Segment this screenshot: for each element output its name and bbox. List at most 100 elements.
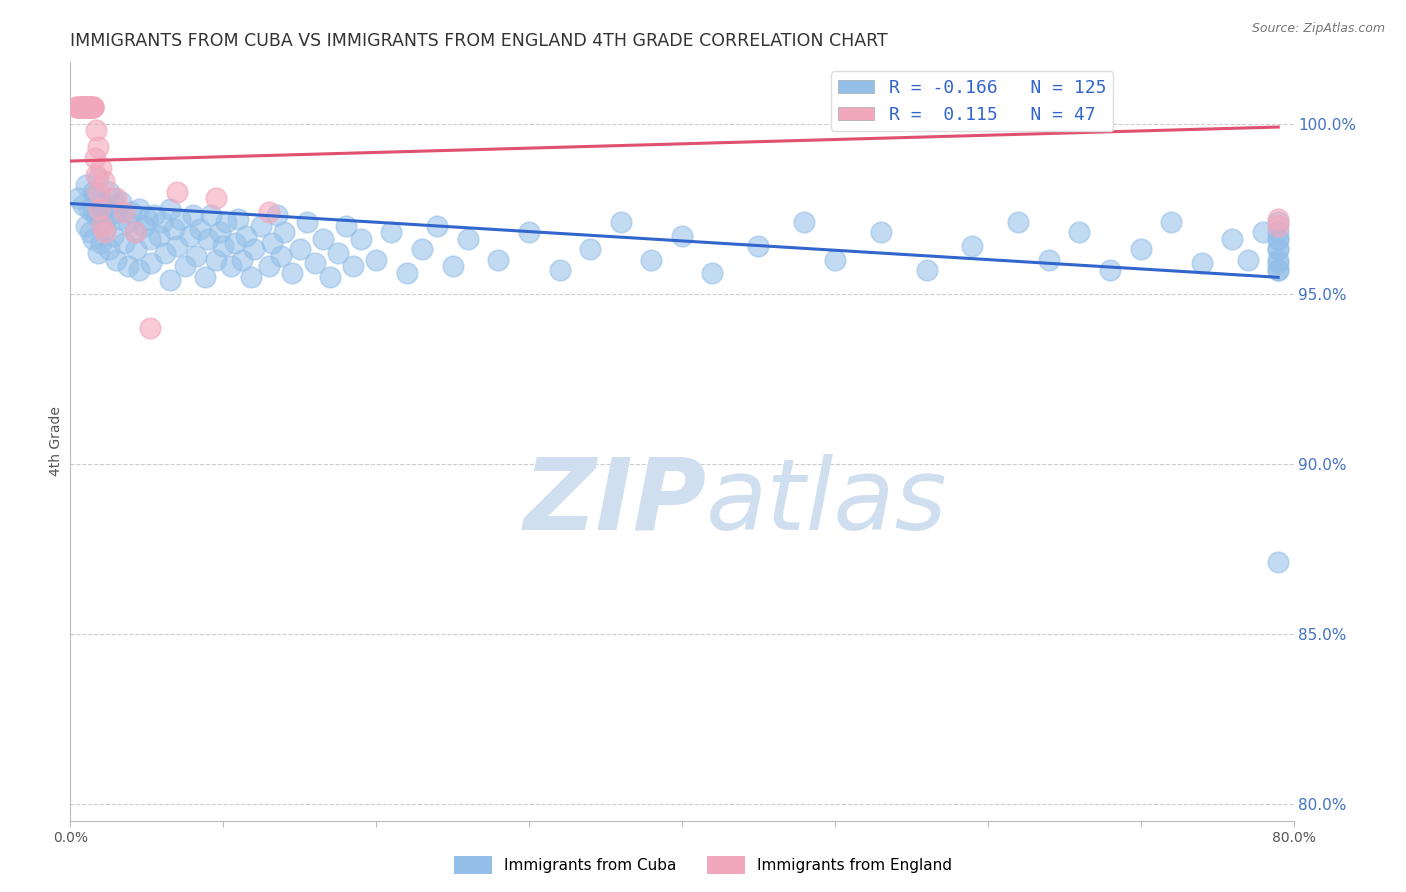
Point — [1069, 226, 1091, 240]
Point — [124, 226, 146, 240]
Point — [411, 243, 433, 257]
Point — [77, 100, 100, 114]
Point — [1251, 226, 1274, 240]
Point — [66, 100, 89, 114]
Point — [77, 202, 100, 216]
Text: ZIP: ZIP — [523, 454, 706, 550]
Point — [101, 191, 124, 205]
Point — [1038, 252, 1060, 267]
Point — [97, 243, 120, 257]
Point — [121, 205, 143, 219]
Point — [184, 249, 207, 263]
Point — [75, 219, 97, 233]
Point — [441, 260, 464, 274]
Point — [304, 256, 326, 270]
Point — [288, 243, 311, 257]
Point — [194, 269, 217, 284]
Point — [262, 235, 284, 250]
Point — [124, 226, 146, 240]
Text: IMMIGRANTS FROM CUBA VS IMMIGRANTS FROM ENGLAND 4TH GRADE CORRELATION CHART: IMMIGRANTS FROM CUBA VS IMMIGRANTS FROM … — [70, 32, 889, 50]
Point — [82, 232, 104, 246]
Point — [110, 194, 132, 209]
Point — [1099, 263, 1122, 277]
Point — [82, 185, 104, 199]
Point — [702, 266, 724, 280]
Point — [174, 260, 197, 274]
Point — [117, 215, 139, 229]
Point — [1267, 211, 1289, 226]
Point — [90, 194, 112, 209]
Point — [579, 243, 602, 257]
Point — [72, 198, 94, 212]
Point — [108, 211, 131, 226]
Point — [270, 249, 292, 263]
Point — [1267, 263, 1289, 277]
Point — [163, 222, 186, 236]
Point — [869, 226, 891, 240]
Point — [105, 191, 128, 205]
Point — [457, 232, 479, 246]
Point — [83, 188, 105, 202]
Point — [335, 219, 357, 233]
Point — [159, 202, 181, 216]
Point — [82, 100, 104, 114]
Point — [93, 174, 115, 188]
Point — [747, 239, 769, 253]
Point — [112, 205, 135, 219]
Point — [82, 205, 104, 219]
Point — [257, 260, 280, 274]
Point — [94, 226, 117, 240]
Point — [395, 266, 418, 280]
Point — [1267, 243, 1289, 257]
Point — [87, 185, 110, 199]
Point — [105, 252, 128, 267]
Point — [517, 226, 540, 240]
Point — [188, 222, 211, 236]
Point — [1267, 232, 1289, 246]
Point — [101, 228, 124, 243]
Point — [209, 226, 232, 240]
Point — [159, 273, 181, 287]
Point — [1267, 215, 1289, 229]
Point — [83, 151, 105, 165]
Point — [326, 245, 349, 260]
Point — [1129, 243, 1152, 257]
Point — [75, 100, 97, 114]
Point — [297, 215, 319, 229]
Point — [239, 269, 262, 284]
Point — [640, 252, 662, 267]
Point — [84, 168, 107, 182]
Point — [143, 209, 166, 223]
Point — [82, 100, 104, 114]
Point — [319, 269, 342, 284]
Point — [125, 243, 148, 257]
Point — [132, 219, 155, 233]
Point — [93, 202, 115, 216]
Point — [231, 252, 253, 267]
Point — [69, 100, 91, 114]
Point — [1267, 232, 1289, 246]
Point — [128, 202, 150, 216]
Point — [84, 209, 107, 223]
Point — [273, 226, 295, 240]
Point — [197, 232, 219, 246]
Point — [77, 100, 100, 114]
Point — [962, 239, 984, 253]
Point — [87, 171, 110, 186]
Point — [75, 100, 97, 114]
Point — [150, 215, 173, 229]
Point — [87, 245, 110, 260]
Point — [73, 100, 96, 114]
Point — [76, 100, 98, 114]
Point — [112, 235, 135, 250]
Point — [79, 100, 101, 114]
Point — [215, 215, 238, 229]
Point — [135, 211, 157, 226]
Point — [75, 100, 97, 114]
Point — [181, 209, 204, 223]
Point — [342, 260, 364, 274]
Point — [224, 235, 246, 250]
Point — [75, 178, 97, 192]
Text: atlas: atlas — [706, 454, 948, 550]
Text: Source: ZipAtlas.com: Source: ZipAtlas.com — [1251, 22, 1385, 36]
